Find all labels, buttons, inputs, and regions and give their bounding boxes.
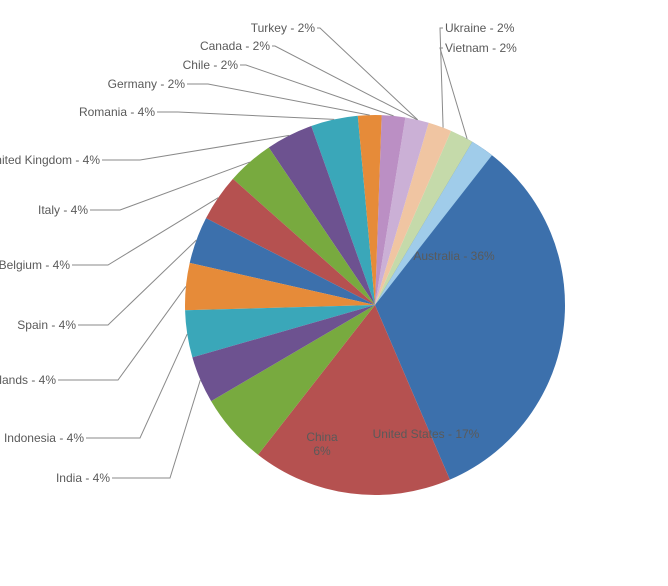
leader-turkey [317,28,418,120]
leader-ukraine [440,28,443,128]
leader-canada [272,46,417,120]
leader-spain [78,240,196,325]
label-chile: Chile - 2% [183,58,239,72]
label-belgium: Belgium - 4% [0,258,70,272]
leader-netherlands [58,286,186,380]
label-turkey: Turkey - 2% [251,21,316,35]
label-germany: Germany - 2% [108,77,186,91]
leader-chile [240,65,394,116]
label-united-kingdom: United Kingdom - 4% [0,153,100,167]
label-italy: Italy - 4% [38,203,88,217]
label-australia: Australia - 36% [413,249,495,263]
label-netherlands: Netherlands - 4% [0,373,56,387]
label-united-states: United States - 17% [373,427,480,441]
leader-vietnam [440,48,467,139]
label-canada: Canada - 2% [200,39,270,53]
leader-india [112,380,200,478]
label-china: 6% [313,444,331,458]
label-india: India - 4% [56,471,110,485]
leader-romania [157,112,334,119]
leader-indonesia [86,334,187,438]
label-indonesia: Indonesia - 4% [4,431,84,445]
label-vietnam: Vietnam - 2% [445,41,517,55]
leader-germany [187,84,370,115]
label-china: China [306,430,338,444]
label-romania: Romania - 4% [79,105,155,119]
pie-chart: Vietnam - 2% Ukraine - 2% Turkey - 2% Canad… [0,0,668,586]
label-ukraine: Ukraine - 2% [445,21,515,35]
label-spain: Spain - 4% [17,318,76,332]
